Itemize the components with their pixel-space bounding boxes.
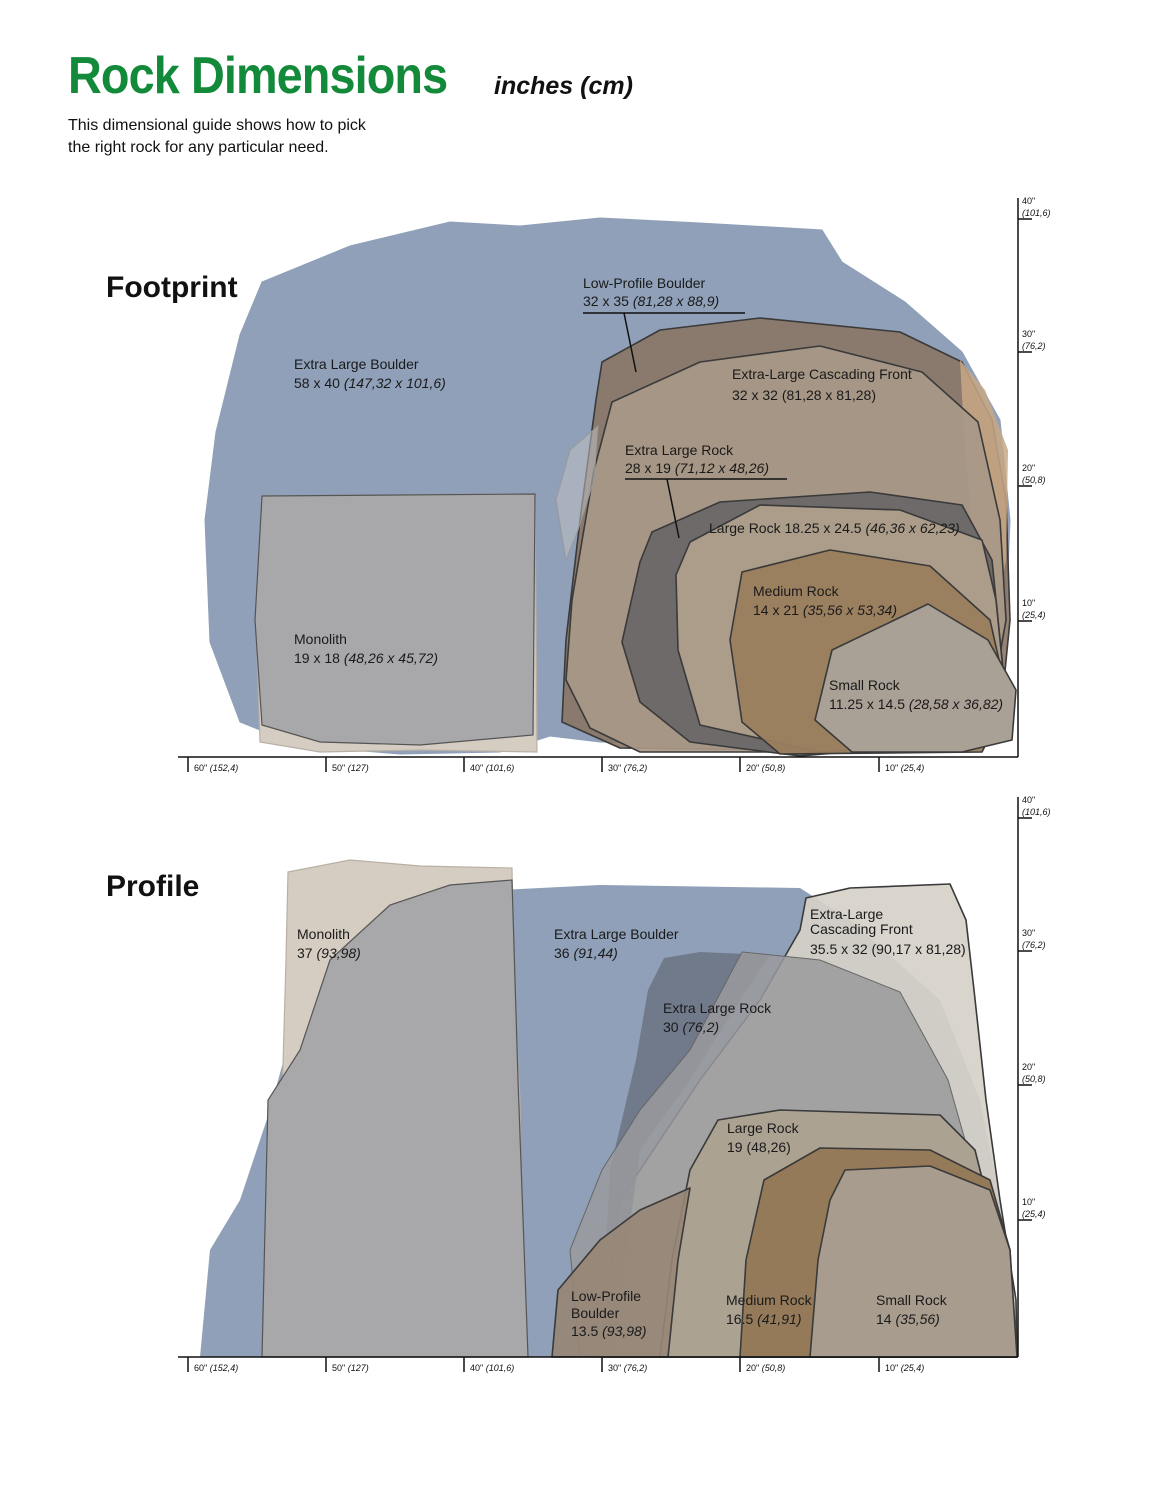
profile-diagram: Profile Monolith 37 (93,98) Extra Large …: [106, 795, 1051, 1373]
x-tick-label: 20" (50,8): [746, 1363, 785, 1373]
footprint-dims-monolith: 19 x 18 (48,26 x 45,72): [294, 650, 438, 666]
profile-dims-medium-rock: 16.5 (41,91): [726, 1311, 802, 1327]
profile-title: Profile: [106, 870, 199, 903]
profile-label-xl-boulder: Extra Large Boulder: [554, 926, 679, 942]
profile-label-monolith: Monolith: [297, 926, 350, 942]
x-tick-label: 40" (101,6): [470, 1363, 514, 1373]
profile-label-medium-rock: Medium Rock: [726, 1292, 813, 1308]
svg-text:(50,8): (50,8): [1022, 475, 1046, 485]
unit-label: inches (cm): [494, 72, 633, 100]
x-tick-label: 40" (101,6): [470, 763, 514, 773]
footprint-dims-xl-cascading-front: 32 x 32 (81,28 x 81,28): [732, 387, 876, 403]
svg-text:(101,6): (101,6): [1022, 807, 1051, 817]
footprint-label-medium-rock: Medium Rock: [753, 583, 840, 599]
subtitle-line-2: the right rock for any particular need.: [68, 139, 329, 156]
footprint-dims-small-rock: 11.25 x 14.5 (28,58 x 36,82): [829, 696, 1003, 712]
footprint-title: Footprint: [106, 271, 238, 304]
footprint-dims-xl-rock: 28 x 19 (71,12 x 48,26): [625, 460, 769, 476]
x-tick-label: 20" (50,8): [746, 763, 785, 773]
svg-text:20": 20": [1022, 1062, 1035, 1072]
leader-pointer-low-profile-boulder: [623, 312, 637, 373]
svg-text:30": 30": [1022, 329, 1035, 339]
footprint-label-small-rock: Small Rock: [829, 677, 901, 693]
footprint-y-ticks: 40" (101,6) 30" (76,2) 20" (50,8) 10" (25,4): [1018, 196, 1051, 622]
svg-text:40": 40": [1022, 795, 1035, 805]
x-tick-label: 30" (76,2): [608, 1363, 647, 1373]
profile-label-large-rock: Large Rock: [727, 1120, 800, 1136]
svg-text:30": 30": [1022, 928, 1035, 938]
svg-text:(76,2): (76,2): [1022, 940, 1046, 950]
svg-text:(25,4): (25,4): [1022, 1209, 1046, 1219]
footprint-monolith-overlay: [254, 493, 536, 746]
profile-label-low-profile-boulder: Low-Profile: [571, 1288, 641, 1304]
svg-text:(76,2): (76,2): [1022, 341, 1046, 351]
footprint-dims-xl-boulder: 58 x 40 (147,32 x 101,6): [294, 375, 446, 391]
footprint-dims-low-profile-boulder: 32 x 35 (81,28 x 88,9): [583, 293, 719, 309]
x-tick-label: 10" (25,4): [885, 1363, 924, 1373]
leader-pointer-xl-rock: [666, 478, 680, 539]
x-tick-label: 60" (152,4): [194, 763, 238, 773]
profile-dims-monolith: 37 (93,98): [297, 945, 361, 961]
svg-text:(50,8): (50,8): [1022, 1074, 1046, 1084]
x-tick-label: 50" (127): [332, 763, 369, 773]
footprint-diagram: Footprint Extra Large Boulder 58 x 40 (1…: [106, 196, 1051, 773]
footprint-label-monolith: Monolith: [294, 631, 347, 647]
profile-small-rock-shape: [809, 1165, 1018, 1358]
profile-dims-xl-cascading-front: 35.5 x 32 (90,17 x 81,28): [810, 941, 966, 957]
profile-dims-small-rock: 14 (35,56): [876, 1311, 940, 1327]
footprint-label-xl-rock: Extra Large Rock: [625, 442, 734, 458]
footprint-label-xl-boulder: Extra Large Boulder: [294, 356, 419, 372]
profile-monolith-overlay: [261, 879, 529, 1358]
x-tick-label: 30" (76,2): [608, 763, 647, 773]
svg-text:10": 10": [1022, 598, 1035, 608]
footprint-label-low-profile-boulder: Low-Profile Boulder: [583, 275, 706, 291]
footprint-label-large-rock: Large Rock 18.25 x 24.5 (46,36 x 62,23): [709, 520, 960, 536]
subtitle-line-1: This dimensional guide shows how to pick: [68, 117, 366, 134]
svg-text:(101,6): (101,6): [1022, 208, 1051, 218]
subtitle: This dimensional guide shows how to pick…: [68, 115, 366, 159]
profile-dims-large-rock: 19 (48,26): [727, 1139, 791, 1155]
footprint-xl-rock-shape: [555, 424, 599, 562]
svg-text:10": 10": [1022, 1197, 1035, 1207]
svg-text:40": 40": [1022, 196, 1035, 206]
profile-xl-rock-shape: [600, 952, 770, 1357]
x-tick-label: 50" (127): [332, 1363, 369, 1373]
footprint-x-ticks: 60" (152,4) 50" (127) 40" (101,6) 30" (7…: [187, 757, 924, 773]
x-tick-label: 10" (25,4): [885, 763, 924, 773]
page-title: Rock Dimensions: [68, 47, 448, 105]
footprint-label-xl-cascading-front: Extra-Large Cascading Front: [732, 366, 912, 382]
x-tick-label: 60" (152,4): [194, 1363, 238, 1373]
svg-text:(25,4): (25,4): [1022, 610, 1046, 620]
profile-label-xl-cascading-front-2: Cascading Front: [810, 921, 913, 937]
footprint-dims-medium-rock: 14 x 21 (35,56 x 53,34): [753, 602, 897, 618]
profile-dims-low-profile-boulder: 13.5 (93,98): [571, 1323, 647, 1339]
svg-text:20": 20": [1022, 463, 1035, 473]
profile-label-xl-cascading-front: Extra-Large: [810, 906, 883, 922]
profile-dims-xl-boulder: 36 (91,44): [554, 945, 618, 961]
profile-dims-xl-rock: 30 (76,2): [663, 1019, 719, 1035]
profile-label-low-profile-boulder-2: Boulder: [571, 1305, 620, 1321]
profile-y-ticks: 40" (101,6) 30" (76,2) 20" (50,8) 10" (25,4): [1018, 795, 1051, 1221]
footprint-small-rock-shape: [814, 603, 1017, 753]
profile-x-ticks: 60" (152,4) 50" (127) 40" (101,6) 30" (7…: [187, 1357, 924, 1373]
profile-label-small-rock: Small Rock: [876, 1292, 948, 1308]
profile-label-xl-rock: Extra Large Rock: [663, 1000, 772, 1016]
